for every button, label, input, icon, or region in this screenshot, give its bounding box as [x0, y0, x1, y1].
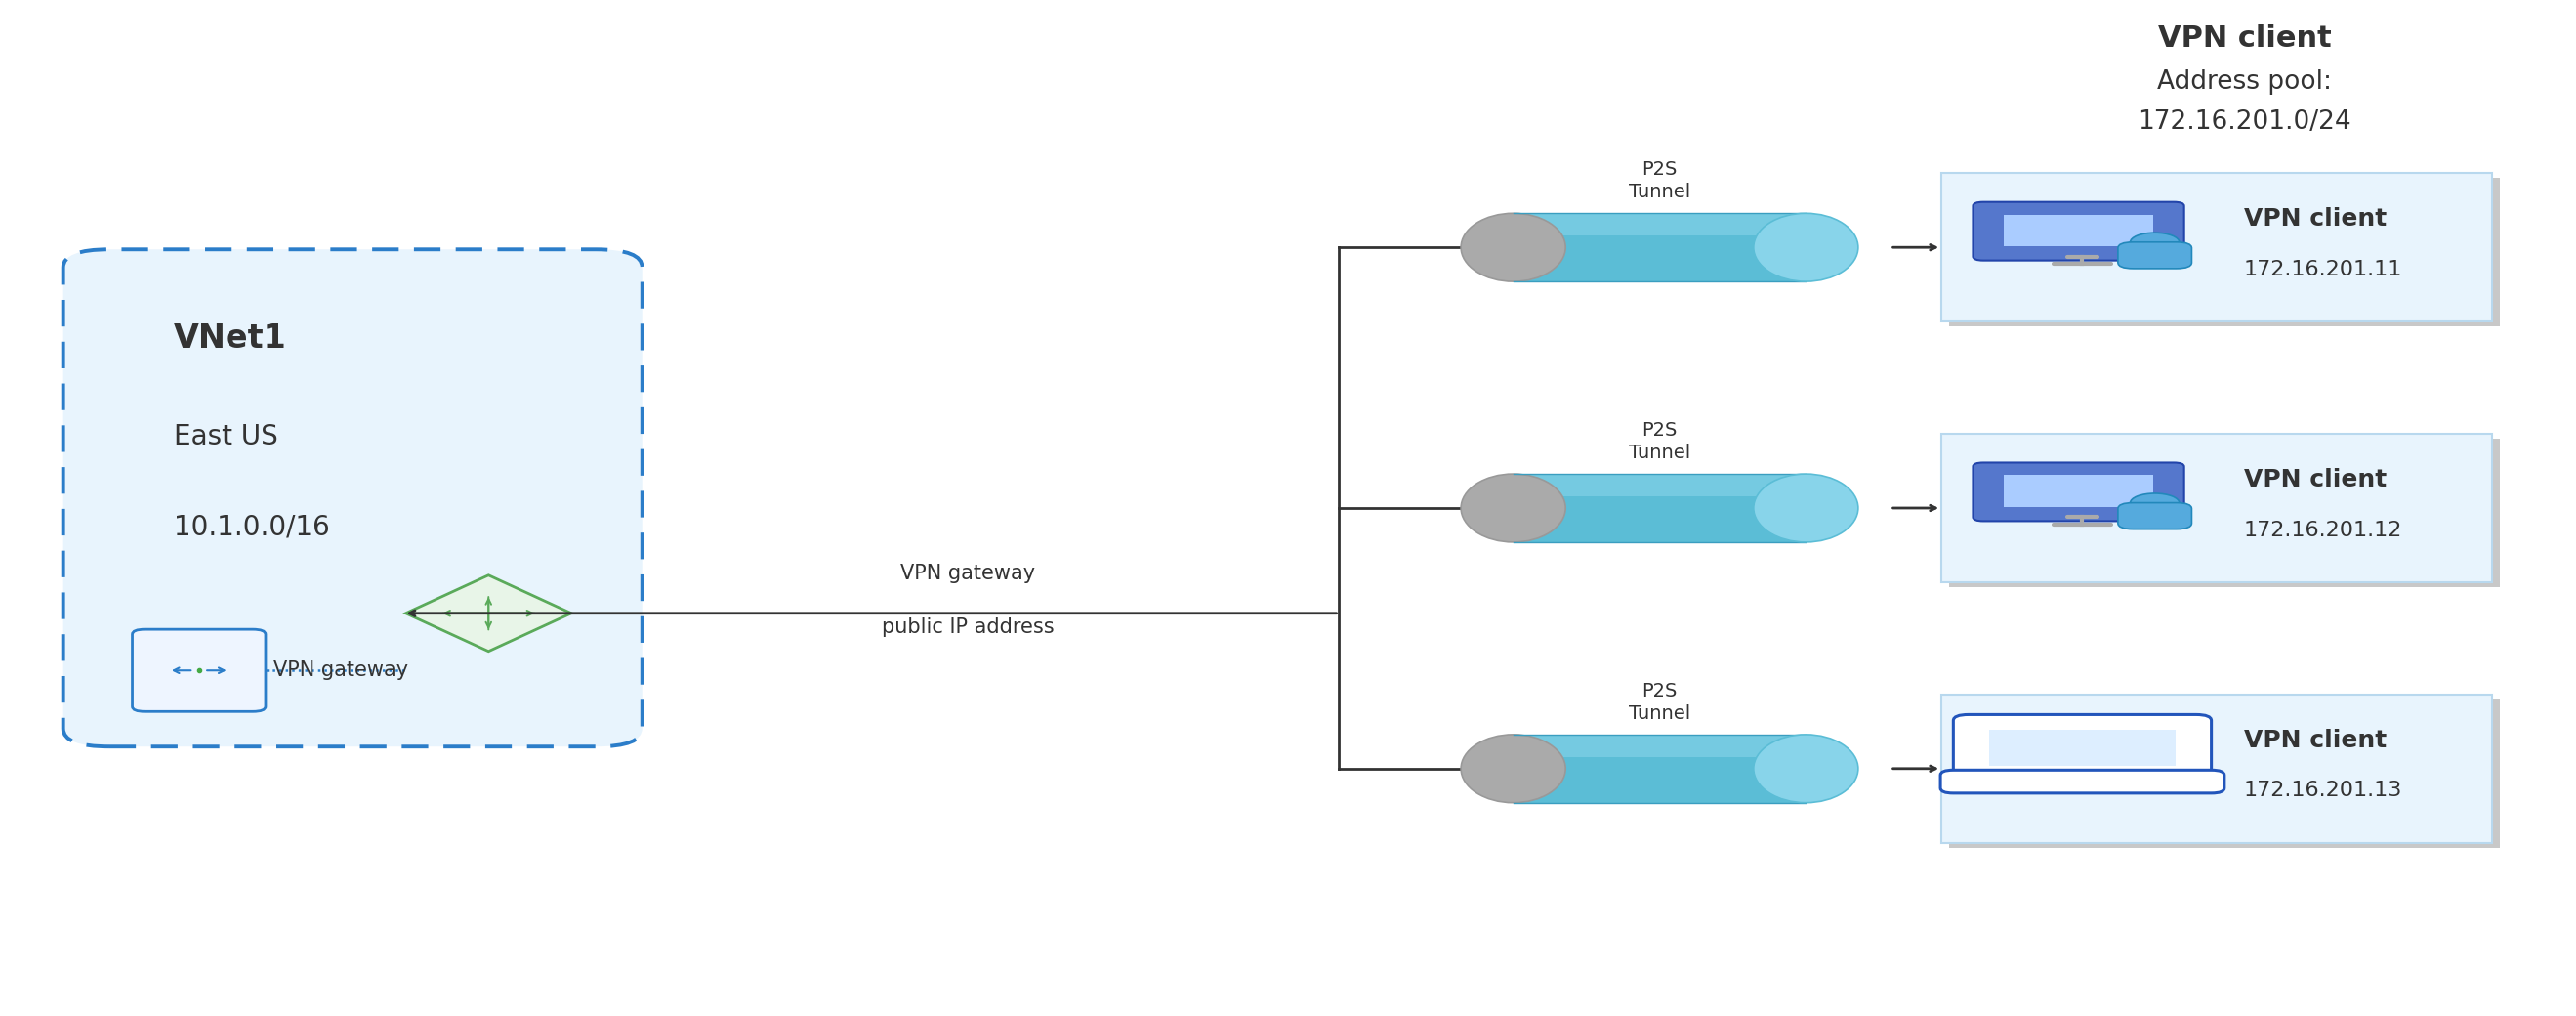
Ellipse shape — [1754, 735, 1857, 803]
Ellipse shape — [1461, 213, 1566, 281]
Text: VPN client: VPN client — [2159, 24, 2331, 53]
FancyBboxPatch shape — [1989, 729, 2174, 766]
Text: P2S: P2S — [1641, 422, 1677, 440]
Text: 172.16.201.13: 172.16.201.13 — [2244, 781, 2403, 801]
FancyBboxPatch shape — [2117, 503, 2192, 529]
Polygon shape — [407, 575, 572, 651]
Text: East US: East US — [173, 423, 278, 450]
Ellipse shape — [1461, 473, 1566, 543]
Bar — [1512, 213, 1806, 281]
Ellipse shape — [1754, 213, 1857, 281]
Bar — [1512, 473, 1806, 543]
FancyBboxPatch shape — [64, 249, 641, 747]
Bar — [1512, 473, 1806, 496]
Text: Tunnel: Tunnel — [1628, 704, 1690, 722]
Text: P2S: P2S — [1641, 161, 1677, 179]
Text: 10.1.0.0/16: 10.1.0.0/16 — [173, 513, 330, 541]
FancyBboxPatch shape — [1950, 699, 2501, 847]
Text: Tunnel: Tunnel — [1628, 443, 1690, 462]
FancyBboxPatch shape — [1942, 434, 2494, 582]
FancyBboxPatch shape — [2117, 242, 2192, 268]
Text: public IP address: public IP address — [881, 618, 1054, 637]
Text: VPN gateway: VPN gateway — [899, 564, 1036, 583]
Bar — [1512, 735, 1806, 803]
Circle shape — [2130, 233, 2179, 252]
FancyBboxPatch shape — [1940, 770, 2223, 793]
Text: Tunnel: Tunnel — [1628, 183, 1690, 201]
FancyBboxPatch shape — [1942, 173, 2494, 321]
FancyBboxPatch shape — [1953, 714, 2210, 780]
FancyBboxPatch shape — [131, 629, 265, 711]
Text: 172.16.201.0/24: 172.16.201.0/24 — [2138, 110, 2352, 135]
Text: 172.16.201.12: 172.16.201.12 — [2244, 520, 2403, 539]
Text: P2S: P2S — [1641, 682, 1677, 700]
Text: VPN gateway: VPN gateway — [273, 660, 407, 680]
FancyBboxPatch shape — [1973, 462, 2184, 521]
Circle shape — [2130, 494, 2179, 512]
Text: VNet1: VNet1 — [173, 322, 286, 355]
FancyBboxPatch shape — [2004, 214, 2154, 246]
FancyBboxPatch shape — [1942, 695, 2494, 843]
FancyBboxPatch shape — [1950, 439, 2501, 587]
Text: VPN client: VPN client — [2244, 207, 2385, 231]
Text: 172.16.201.11: 172.16.201.11 — [2244, 260, 2403, 279]
Bar — [1512, 735, 1806, 757]
FancyBboxPatch shape — [1973, 202, 2184, 260]
Ellipse shape — [1461, 735, 1566, 803]
Text: VPN client: VPN client — [2244, 728, 2385, 752]
Bar — [1512, 213, 1806, 236]
Ellipse shape — [1754, 473, 1857, 543]
Text: VPN client: VPN client — [2244, 468, 2385, 492]
Text: Address pool:: Address pool: — [2156, 70, 2331, 96]
FancyBboxPatch shape — [1950, 178, 2501, 326]
FancyBboxPatch shape — [2004, 475, 2154, 507]
